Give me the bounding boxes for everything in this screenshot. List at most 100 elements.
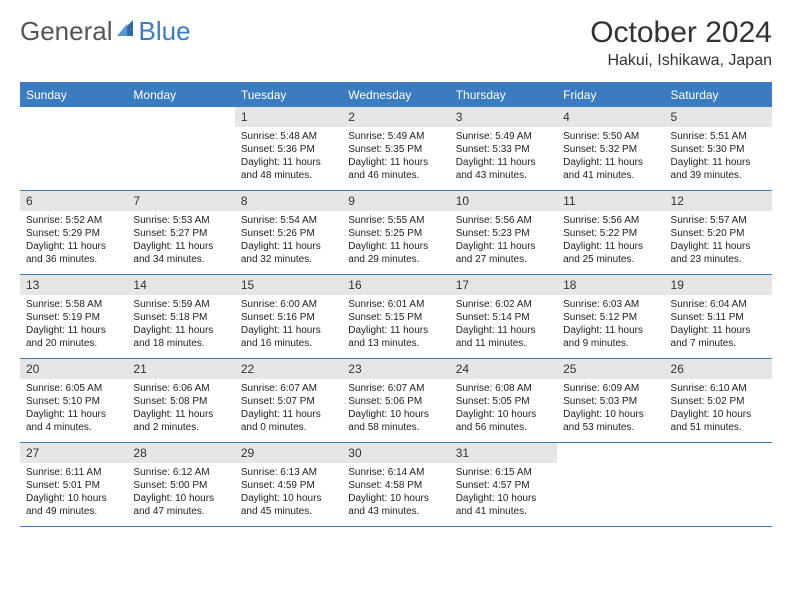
day-number: 19: [665, 275, 772, 296]
sunrise-text: Sunrise: 6:08 AM: [456, 382, 551, 395]
daynum-row: 20212223242526: [20, 359, 772, 380]
day-cell: Sunrise: 6:10 AMSunset: 5:02 PMDaylight:…: [665, 379, 772, 443]
day-cell: [557, 463, 664, 527]
daylight-text: Daylight: 10 hours and 47 minutes.: [133, 492, 228, 518]
daylight-text: Daylight: 11 hours and 25 minutes.: [563, 240, 658, 266]
sunrise-text: Sunrise: 5:55 AM: [348, 214, 443, 227]
sunrise-text: Sunrise: 6:07 AM: [241, 382, 336, 395]
day-cell: Sunrise: 6:03 AMSunset: 5:12 PMDaylight:…: [557, 295, 664, 359]
content-row: Sunrise: 5:52 AMSunset: 5:29 PMDaylight:…: [20, 211, 772, 275]
sunset-text: Sunset: 5:26 PM: [241, 227, 336, 240]
day-number: 23: [342, 359, 449, 380]
day-cell: Sunrise: 5:49 AMSunset: 5:35 PMDaylight:…: [342, 127, 449, 191]
day-number: 1: [235, 107, 342, 127]
daylight-text: Daylight: 11 hours and 0 minutes.: [241, 408, 336, 434]
daynum-row: 12345: [20, 107, 772, 127]
sunrise-text: Sunrise: 6:15 AM: [456, 466, 551, 479]
day-cell: Sunrise: 6:14 AMSunset: 4:58 PMDaylight:…: [342, 463, 449, 527]
day-number: 3: [450, 107, 557, 127]
sunset-text: Sunset: 5:01 PM: [26, 479, 121, 492]
day-number: 7: [127, 191, 234, 212]
content-row: Sunrise: 5:48 AMSunset: 5:36 PMDaylight:…: [20, 127, 772, 191]
day-number: 24: [450, 359, 557, 380]
day-number: 15: [235, 275, 342, 296]
day-number: 18: [557, 275, 664, 296]
sunset-text: Sunset: 5:05 PM: [456, 395, 551, 408]
sunset-text: Sunset: 5:29 PM: [26, 227, 121, 240]
sunset-text: Sunset: 5:30 PM: [671, 143, 766, 156]
day-cell: Sunrise: 6:13 AMSunset: 4:59 PMDaylight:…: [235, 463, 342, 527]
sunset-text: Sunset: 5:07 PM: [241, 395, 336, 408]
day-number: 16: [342, 275, 449, 296]
sunrise-text: Sunrise: 5:49 AM: [456, 130, 551, 143]
title-block: October 2024 Hakui, Ishikawa, Japan: [590, 16, 772, 70]
sunset-text: Sunset: 5:14 PM: [456, 311, 551, 324]
daylight-text: Daylight: 11 hours and 4 minutes.: [26, 408, 121, 434]
sunset-text: Sunset: 5:16 PM: [241, 311, 336, 324]
sunrise-text: Sunrise: 5:56 AM: [456, 214, 551, 227]
daynum-row: 6789101112: [20, 191, 772, 212]
day-cell: Sunrise: 6:09 AMSunset: 5:03 PMDaylight:…: [557, 379, 664, 443]
dow-cell: Tuesday: [235, 83, 342, 108]
daylight-text: Daylight: 11 hours and 43 minutes.: [456, 156, 551, 182]
sunrise-text: Sunrise: 6:06 AM: [133, 382, 228, 395]
dow-cell: Monday: [127, 83, 234, 108]
day-cell: Sunrise: 5:50 AMSunset: 5:32 PMDaylight:…: [557, 127, 664, 191]
day-cell: Sunrise: 6:02 AMSunset: 5:14 PMDaylight:…: [450, 295, 557, 359]
day-number: 17: [450, 275, 557, 296]
day-cell: Sunrise: 5:56 AMSunset: 5:23 PMDaylight:…: [450, 211, 557, 275]
month-title: October 2024: [590, 16, 772, 50]
sunset-text: Sunset: 5:18 PM: [133, 311, 228, 324]
sunrise-text: Sunrise: 6:04 AM: [671, 298, 766, 311]
sunset-text: Sunset: 5:03 PM: [563, 395, 658, 408]
day-number: 9: [342, 191, 449, 212]
day-cell: [665, 463, 772, 527]
sunset-text: Sunset: 5:32 PM: [563, 143, 658, 156]
day-number: 6: [20, 191, 127, 212]
day-cell: Sunrise: 6:15 AMSunset: 4:57 PMDaylight:…: [450, 463, 557, 527]
day-number: 29: [235, 443, 342, 464]
sunset-text: Sunset: 5:20 PM: [671, 227, 766, 240]
day-cell: [20, 127, 127, 191]
sunset-text: Sunset: 4:58 PM: [348, 479, 443, 492]
sunset-text: Sunset: 5:06 PM: [348, 395, 443, 408]
day-cell: Sunrise: 6:01 AMSunset: 5:15 PMDaylight:…: [342, 295, 449, 359]
day-cell: Sunrise: 6:00 AMSunset: 5:16 PMDaylight:…: [235, 295, 342, 359]
sunrise-text: Sunrise: 5:58 AM: [26, 298, 121, 311]
day-number: 27: [20, 443, 127, 464]
sunrise-text: Sunrise: 6:13 AM: [241, 466, 336, 479]
daylight-text: Daylight: 11 hours and 16 minutes.: [241, 324, 336, 350]
sunrise-text: Sunrise: 6:01 AM: [348, 298, 443, 311]
daylight-text: Daylight: 11 hours and 48 minutes.: [241, 156, 336, 182]
daylight-text: Daylight: 11 hours and 41 minutes.: [563, 156, 658, 182]
daylight-text: Daylight: 10 hours and 45 minutes.: [241, 492, 336, 518]
daylight-text: Daylight: 10 hours and 53 minutes.: [563, 408, 658, 434]
sunset-text: Sunset: 5:11 PM: [671, 311, 766, 324]
day-cell: Sunrise: 5:53 AMSunset: 5:27 PMDaylight:…: [127, 211, 234, 275]
daylight-text: Daylight: 11 hours and 46 minutes.: [348, 156, 443, 182]
sunset-text: Sunset: 5:12 PM: [563, 311, 658, 324]
sunset-text: Sunset: 5:23 PM: [456, 227, 551, 240]
day-number: 5: [665, 107, 772, 127]
sunrise-text: Sunrise: 6:07 AM: [348, 382, 443, 395]
sunset-text: Sunset: 5:00 PM: [133, 479, 228, 492]
daylight-text: Daylight: 11 hours and 11 minutes.: [456, 324, 551, 350]
day-number: [557, 443, 664, 464]
day-cell: Sunrise: 5:49 AMSunset: 5:33 PMDaylight:…: [450, 127, 557, 191]
sail-icon: [115, 16, 137, 47]
daylight-text: Daylight: 11 hours and 13 minutes.: [348, 324, 443, 350]
day-number: 28: [127, 443, 234, 464]
day-number: 14: [127, 275, 234, 296]
sunrise-text: Sunrise: 5:57 AM: [671, 214, 766, 227]
daylight-text: Daylight: 10 hours and 49 minutes.: [26, 492, 121, 518]
daylight-text: Daylight: 10 hours and 58 minutes.: [348, 408, 443, 434]
sunset-text: Sunset: 4:57 PM: [456, 479, 551, 492]
sunset-text: Sunset: 5:02 PM: [671, 395, 766, 408]
sunrise-text: Sunrise: 5:48 AM: [241, 130, 336, 143]
day-cell: Sunrise: 6:12 AMSunset: 5:00 PMDaylight:…: [127, 463, 234, 527]
sunset-text: Sunset: 5:36 PM: [241, 143, 336, 156]
day-number: [20, 107, 127, 127]
day-cell: Sunrise: 5:56 AMSunset: 5:22 PMDaylight:…: [557, 211, 664, 275]
sunrise-text: Sunrise: 5:54 AM: [241, 214, 336, 227]
daynum-row: 2728293031: [20, 443, 772, 464]
